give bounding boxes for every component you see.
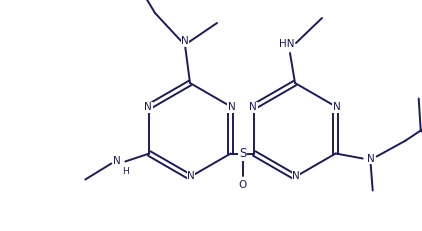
Text: N: N — [114, 156, 121, 167]
Text: O: O — [238, 179, 246, 189]
Text: N: N — [181, 36, 189, 46]
Text: S: S — [239, 147, 246, 160]
Text: N: N — [144, 103, 152, 112]
Text: H: H — [122, 167, 129, 176]
Text: N: N — [292, 171, 300, 181]
Text: N: N — [187, 171, 195, 181]
Text: N: N — [333, 103, 341, 112]
Text: N: N — [228, 103, 235, 112]
Text: N: N — [367, 154, 375, 164]
Text: N: N — [249, 103, 257, 112]
Text: HN: HN — [279, 39, 295, 49]
